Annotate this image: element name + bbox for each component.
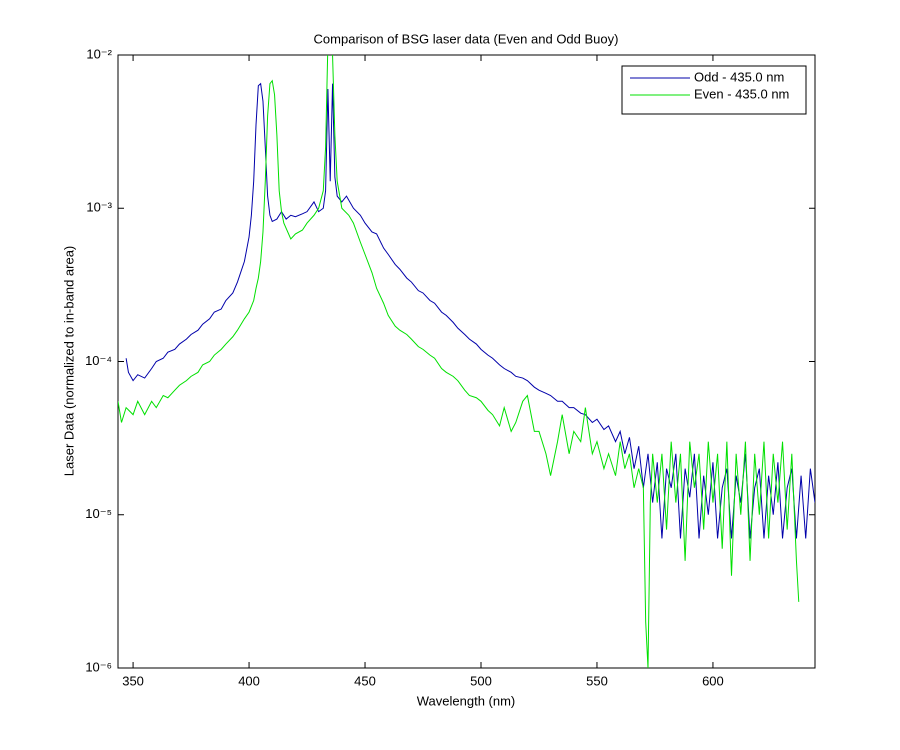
y-axis-label: Laser Data (normalized to in-band area) [61, 246, 76, 477]
legend-box [621, 65, 807, 115]
x-tick-label: 600 [702, 673, 724, 688]
y-tick-label: 10⁻⁶ [85, 659, 112, 674]
y-tick-label: 10⁻³ [86, 200, 112, 215]
series-line [118, 55, 800, 668]
x-tick-label: 550 [586, 673, 608, 688]
chart-title: Comparison of BSG laser data (Even and O… [314, 31, 619, 46]
legend-label: Even - 435.0 nm [694, 86, 789, 101]
x-tick-label: 450 [354, 673, 376, 688]
x-tick-label: 500 [470, 673, 492, 688]
y-tick-label: 10⁻⁵ [85, 506, 112, 521]
series-line [125, 82, 815, 539]
y-tick-label: 10⁻² [86, 46, 112, 61]
plot-lines [118, 55, 815, 668]
x-axis-label: Wavelength (nm) [417, 693, 516, 708]
x-tick-label: 350 [122, 673, 144, 688]
plot-area [117, 54, 816, 669]
x-tick-label: 400 [238, 673, 260, 688]
legend-label: Odd - 435.0 nm [694, 69, 784, 84]
y-tick-label: 10⁻⁴ [85, 353, 112, 368]
